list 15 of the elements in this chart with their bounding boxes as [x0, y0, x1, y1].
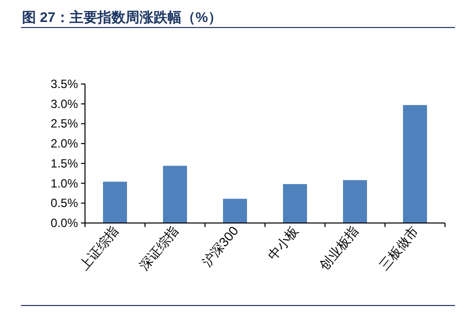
y-tick-label: 0.0% — [50, 216, 78, 230]
y-tick-label: 3.0% — [50, 96, 78, 111]
y-tick-label: 1.0% — [50, 176, 78, 190]
y-tick-label: 1.5% — [50, 156, 78, 170]
x-tick-label: 深证综指 — [136, 223, 182, 273]
y-tick-label: 0.5% — [50, 196, 78, 210]
x-tick-label: 中小板 — [264, 223, 302, 263]
x-tick-label: 沪深300 — [199, 223, 242, 270]
y-tick-label: 3.5% — [50, 77, 78, 91]
y-tick-label: 2.0% — [50, 136, 78, 151]
x-tick-label: 创业板指 — [316, 223, 362, 273]
chart-title: 图 27：主要指数周涨跌幅（%） — [22, 9, 222, 25]
x-tick-label: 上证综指 — [76, 223, 122, 273]
y-tick-label: 2.5% — [50, 116, 78, 131]
x-tick-label: 三板做市 — [376, 223, 422, 273]
